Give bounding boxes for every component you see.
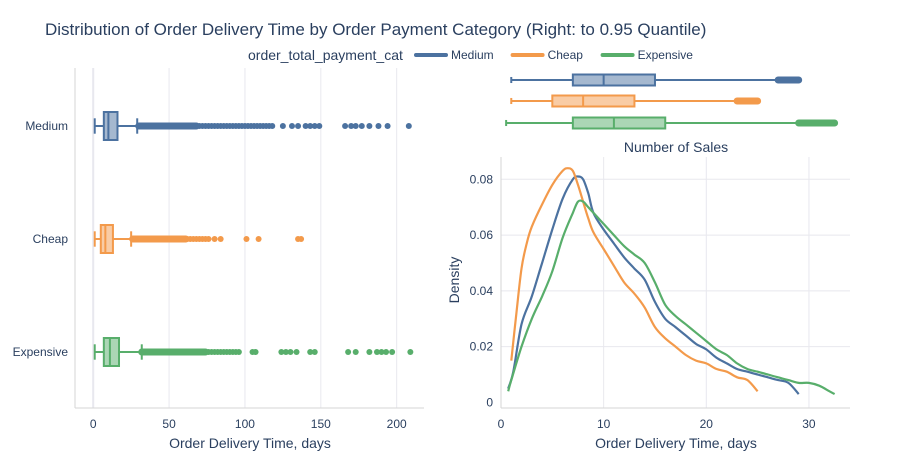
box-expensive-outlier-12 [252,349,259,355]
box-expensive-outlier-26 [407,349,414,355]
box-plot-main: 0 50 100 150 200 Medium Cheap Expensive [13,68,424,431]
density-plot: 0 10 20 30 0 0.02 0.04 0.06 0.08 [470,157,850,431]
box-expensive-outlier-25 [389,349,396,355]
box-cheap-outlier-8 [211,236,218,242]
mini-box-medium-iqr-box [571,73,656,87]
density-line-expensive [507,199,836,396]
box-medium-outlier-33 [348,123,355,129]
box-medium-outlier-27 [295,123,302,129]
mini-box-expensive-iqr-box [571,116,667,130]
box-cheap-outlier-7 [205,236,212,242]
legend: order_total_payment_cat Medium Cheap Expen… [248,47,693,63]
density-line-medium [507,175,800,395]
box-x-tick-200: 200 [387,417,407,431]
box-expensive-outlier-22 [373,349,380,355]
density-y-tick-0: 0 [486,395,493,409]
box-plot-mini [505,73,839,130]
legend-label-expensive: Expensive [638,48,694,62]
density-y-tick-0.06: 0.06 [470,228,494,242]
box-medium-outlier-34 [352,123,359,129]
box-y-tick-expensive: Expensive [13,345,69,359]
box-medium-outlier-29 [307,123,314,129]
box-expensive-iqr-box [102,337,121,367]
box-cheap-iqr-box [99,224,114,254]
density-x-tick-20: 20 [700,417,714,431]
box-expensive-outlier-14 [282,349,289,355]
box-expensive-outlier-21 [366,349,373,355]
box-expensive-outlier-23 [378,349,385,355]
box-expensive-outlier-20 [352,349,359,355]
box-expensive-outlier-13 [278,349,285,355]
box-medium-outlier-38 [384,123,391,129]
legend-label-cheap: Cheap [548,48,584,62]
density-line-cheap [510,167,759,393]
box-plot-x-axis-title: Order Delivery Time, days [169,435,331,451]
box-medium-outlier-30 [311,123,318,129]
box-medium-outlier-28 [302,123,309,129]
density-x-tick-0: 0 [498,417,505,431]
box-cheap-outlier-11 [255,236,262,242]
box-medium-outlier-26 [288,123,295,129]
box-medium-iqr-box [102,111,119,141]
box-expensive-outlier-24 [383,349,390,355]
box-cheap-outlier-10 [243,236,250,242]
box-x-tick-50: 50 [162,417,176,431]
box-medium-outlier-25 [279,123,286,129]
density-y-tick-0.02: 0.02 [470,340,494,354]
density-x-tick-30: 30 [802,417,816,431]
box-medium-outlier-32 [342,123,349,129]
box-expensive-outlier-17 [307,349,314,355]
box-medium-outlier-35 [358,123,365,129]
box-expensive-outlier-16 [293,349,300,355]
box-cheap-outlier-13 [298,236,305,242]
density-x-axis-title: Order Delivery Time, days [595,435,757,451]
legend-title: order_total_payment_cat [248,47,403,63]
box-x-tick-100: 100 [235,417,255,431]
box-medium-outlier-36 [366,123,373,129]
box-medium-outlier-37 [375,123,382,129]
box-expensive-outlier-19 [345,349,352,355]
density-y-tick-0.08: 0.08 [470,172,494,186]
density-subtitle: Number of Sales [624,139,728,155]
box-medium-outlier-39 [405,123,412,129]
box-expensive-outlier-10 [235,349,242,355]
box-medium-outlier-31 [316,123,323,129]
box-medium-outlier-24 [269,123,276,129]
box-y-tick-medium: Medium [25,119,68,133]
box-expensive-outlier-15 [287,349,294,355]
box-x-tick-0: 0 [90,417,97,431]
chart-title: Distribution of Order Delivery Time by O… [45,20,706,39]
density-y-axis-title: Density [446,257,462,304]
mini-box-cheap-iqr-box [551,94,636,108]
box-y-tick-cheap: Cheap [33,232,69,246]
box-cheap-outlier-9 [217,236,224,242]
density-y-tick-0.04: 0.04 [470,284,494,298]
box-expensive-outlier-18 [311,349,318,355]
density-x-tick-10: 10 [597,417,611,431]
legend-label-medium: Medium [451,48,494,62]
box-x-tick-150: 150 [311,417,331,431]
